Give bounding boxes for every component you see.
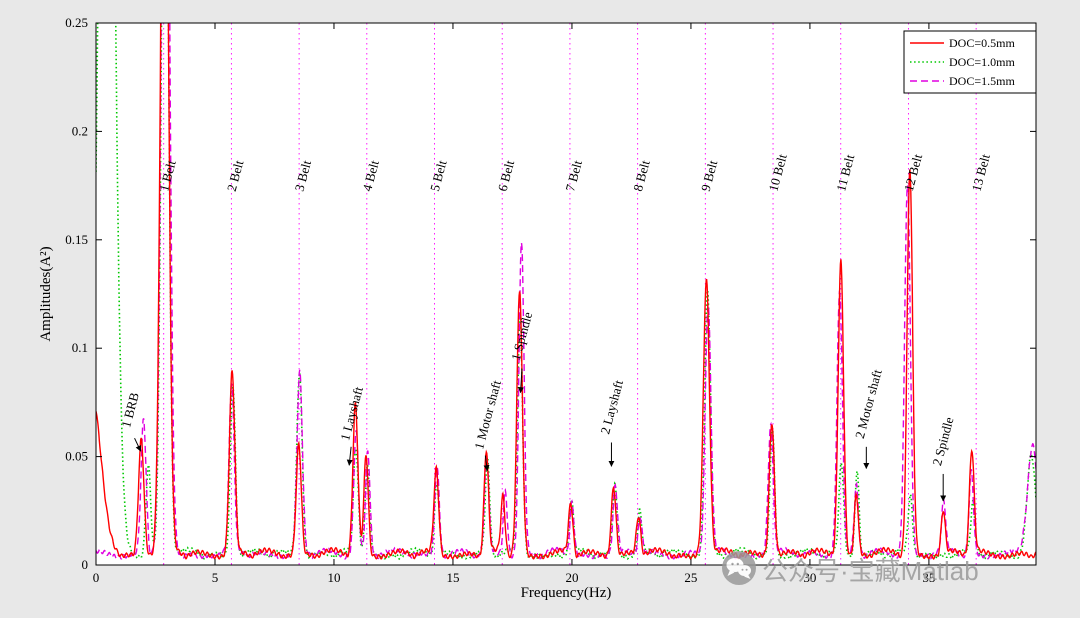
- wechat-icon: [722, 551, 756, 585]
- x-tick-label: 35: [922, 570, 935, 585]
- legend-box: [903, 30, 1037, 94]
- x-tick-label: 10: [327, 570, 340, 585]
- annotation-arrow: [483, 455, 490, 472]
- series-curve-DOC=0.5mm: [96, 23, 1036, 560]
- y-tick-label: 0.25: [65, 15, 88, 30]
- y-tick-label: 0.15: [65, 232, 88, 247]
- y-tick-label: 0.05: [65, 449, 88, 464]
- x-tick-label: 20: [565, 570, 578, 585]
- annotation-arrow: [134, 437, 142, 452]
- series-curve-DOC=1.5mm: [96, 23, 1036, 560]
- legend: DOC=0.5mm DOC=1.0mm DOC=1.5mm: [903, 30, 1037, 94]
- y-axis-label: Amplitudes(A²): [38, 246, 54, 341]
- x-tick-label: 30: [803, 570, 816, 585]
- legend-label-0: DOC=0.5mm: [949, 36, 1015, 50]
- watermark-text: 公众号·宝藏Matlab: [762, 556, 979, 586]
- axes-box: [95, 22, 1037, 566]
- legend-label-1: DOC=1.0mm: [949, 55, 1015, 69]
- axis-ticks: 0 5 10 15 20 25 30 35 0 0.05 0.1 0.15 0.2 0.25: [65, 15, 1036, 585]
- plot-area: [96, 23, 1036, 565]
- legend-label-2: DOC=1.5mm: [949, 74, 1015, 88]
- x-tick-label: 25: [684, 570, 697, 585]
- annotation-arrow: [517, 368, 524, 394]
- x-tick-label: 5: [212, 570, 219, 585]
- watermark: 公众号·宝藏Matlab: [722, 551, 979, 586]
- series-curves: [96, 23, 1036, 561]
- y-tick-label: 0.1: [72, 340, 88, 355]
- x-tick-label: 15: [446, 570, 459, 585]
- x-tick-label: 0: [93, 570, 100, 585]
- annotation-arrow: [346, 446, 353, 466]
- y-tick-label: 0: [82, 557, 89, 572]
- belt-harmonic-lines: [163, 23, 977, 565]
- x-axis-label: Frequency(Hz): [521, 585, 612, 601]
- series-curve-DOC=1.0mm: [96, 23, 1036, 561]
- y-tick-label: 0.2: [72, 123, 88, 138]
